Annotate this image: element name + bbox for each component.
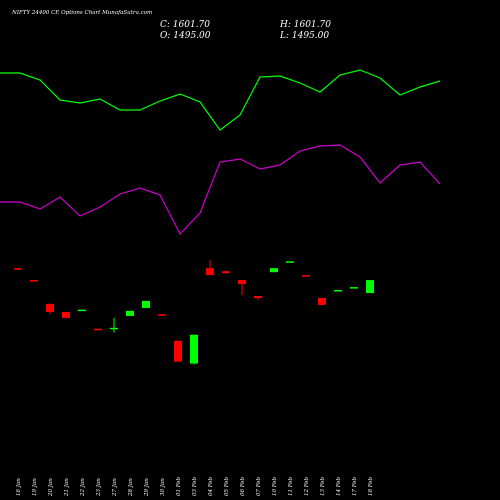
x-tick-label: 19 Jan	[32, 478, 38, 496]
x-tick-label: 29 Jan	[144, 478, 150, 497]
candle-body	[46, 303, 54, 312]
x-tick-label: 06 Feb	[240, 476, 246, 496]
candle-body	[30, 280, 38, 282]
stat-high: H: 1601.70	[279, 20, 331, 30]
stat-open: O: 1495.00	[160, 31, 211, 41]
candle-body	[126, 310, 134, 316]
x-tick-label: 14 Feb	[336, 476, 342, 496]
x-tick-label: 30 Jan	[160, 478, 166, 496]
candle-body	[222, 271, 230, 274]
x-tick-label: 16 Jan	[16, 478, 22, 496]
candle-body	[142, 300, 150, 308]
candle-body	[78, 309, 86, 312]
candle-body	[174, 340, 182, 362]
x-tick-label: 21 Jan	[64, 478, 70, 497]
x-tick-label: 22 Jan	[80, 478, 86, 497]
indicator-line	[0, 144, 441, 236]
candle-body	[190, 334, 198, 364]
x-tick-label: 11 Feb	[288, 476, 294, 496]
candle-body	[286, 261, 294, 263]
candle-body	[94, 328, 102, 331]
candle-body	[238, 280, 246, 285]
x-tick-label: 04 Feb	[208, 476, 214, 496]
candle-body	[302, 275, 310, 277]
stat-close: C: 1601.70	[160, 20, 210, 30]
candle-body	[158, 314, 166, 316]
candle-body	[350, 287, 358, 289]
x-tick-label: 12 Feb	[304, 476, 310, 496]
candle-body	[254, 296, 262, 298]
chart-title: NIFTY 24400 CE Options Chart MunafaSutra…	[11, 10, 152, 16]
x-tick-label: 20 Jan	[48, 478, 54, 497]
candle-body	[318, 298, 326, 305]
indicator-line	[0, 69, 441, 131]
x-tick-label: 28 Jan	[128, 478, 134, 497]
x-tick-label: 05 Feb	[224, 476, 230, 496]
candle-body	[334, 290, 342, 292]
candle-body	[366, 280, 374, 294]
x-tick-label: 23 Jan	[96, 478, 102, 497]
candle-body	[110, 327, 118, 330]
x-tick-label: 01 Feb	[176, 476, 182, 496]
candle-body	[62, 311, 70, 318]
candle-body	[270, 268, 278, 273]
x-tick-label: 07 Feb	[256, 476, 262, 496]
x-tick-label: 27 Jan	[112, 478, 118, 497]
stat-low: L: 1495.00	[279, 31, 329, 41]
candle-body	[206, 268, 214, 276]
x-tick-label: 10 Feb	[272, 476, 278, 496]
x-tick-label: 17 Feb	[352, 476, 358, 496]
x-tick-label: 03 Feb	[192, 476, 198, 496]
x-tick-label: 18 Feb	[368, 476, 374, 496]
candle-body	[14, 268, 22, 270]
x-tick-label: 13 Feb	[320, 476, 326, 496]
